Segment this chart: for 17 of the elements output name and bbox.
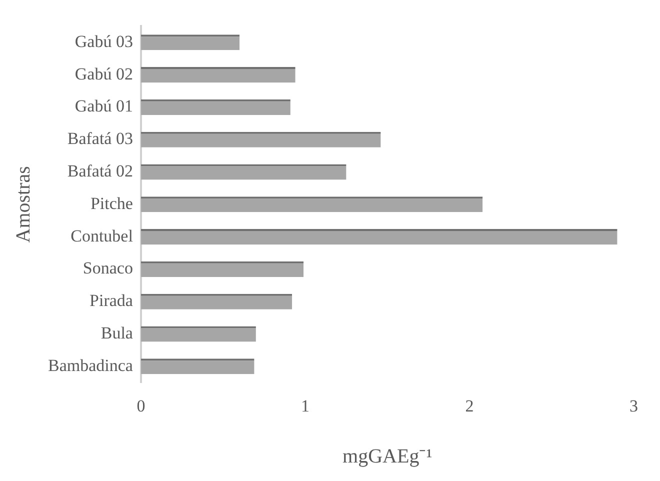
y-tick-label: Gabú 01: [74, 96, 133, 116]
x-axis-title: mgGAEg⁻¹: [342, 445, 432, 468]
y-tick-label: Pirada: [90, 291, 134, 310]
x-tick-label: 1: [300, 396, 310, 416]
y-tick-label: Sonaco: [82, 258, 133, 278]
y-tick-label: Gabú 02: [74, 64, 133, 84]
y-tick-label: Bafatá 02: [67, 161, 133, 180]
y-tick-label: Pitche: [90, 194, 133, 213]
y-tick-label: Contubel: [70, 226, 134, 246]
y-tick-label: Bula: [100, 323, 134, 342]
y-tick-label: Bambadinca: [48, 356, 134, 375]
y-tick-label: Gabú 03: [74, 32, 133, 51]
x-tick-label: 0: [136, 396, 146, 416]
x-tick-label: 2: [465, 396, 474, 416]
y-axis-title: Amostras: [12, 166, 34, 243]
x-tick-label: 3: [630, 396, 638, 416]
y-tick-label: Bafatá 03: [67, 129, 133, 148]
